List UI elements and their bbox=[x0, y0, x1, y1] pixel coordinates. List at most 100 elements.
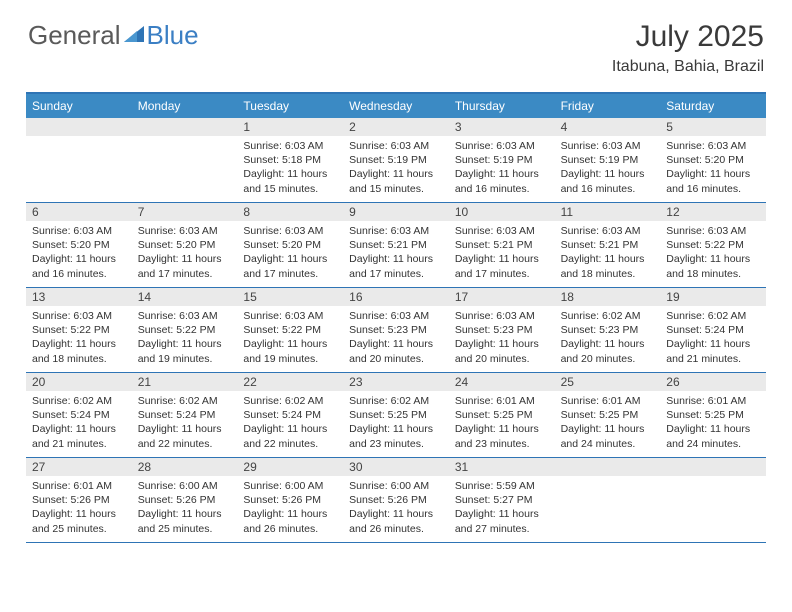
sunrise-text: Sunrise: 6:01 AM bbox=[32, 479, 126, 493]
day-number: 16 bbox=[343, 288, 449, 306]
day-number: 23 bbox=[343, 373, 449, 391]
day-number: 25 bbox=[555, 373, 661, 391]
day-content: Sunrise: 6:03 AMSunset: 5:20 PMDaylight:… bbox=[660, 136, 766, 200]
day-number: 26 bbox=[660, 373, 766, 391]
dow-cell: Sunday bbox=[26, 94, 132, 118]
daylight-text: Daylight: 11 hours and 24 minutes. bbox=[561, 422, 655, 450]
day-number: 6 bbox=[26, 203, 132, 221]
sunrise-text: Sunrise: 6:03 AM bbox=[138, 309, 232, 323]
daylight-text: Daylight: 11 hours and 19 minutes. bbox=[243, 337, 337, 365]
daylight-text: Daylight: 11 hours and 18 minutes. bbox=[32, 337, 126, 365]
day-cell: 17Sunrise: 6:03 AMSunset: 5:23 PMDayligh… bbox=[449, 288, 555, 372]
day-cell bbox=[555, 458, 661, 542]
sunrise-text: Sunrise: 6:03 AM bbox=[455, 224, 549, 238]
sunrise-text: Sunrise: 6:02 AM bbox=[32, 394, 126, 408]
day-content: Sunrise: 6:03 AMSunset: 5:22 PMDaylight:… bbox=[132, 306, 238, 370]
day-number: 8 bbox=[237, 203, 343, 221]
day-cell: 24Sunrise: 6:01 AMSunset: 5:25 PMDayligh… bbox=[449, 373, 555, 457]
day-content: Sunrise: 6:03 AMSunset: 5:23 PMDaylight:… bbox=[449, 306, 555, 370]
week-row: 20Sunrise: 6:02 AMSunset: 5:24 PMDayligh… bbox=[26, 373, 766, 458]
day-cell: 2Sunrise: 6:03 AMSunset: 5:19 PMDaylight… bbox=[343, 118, 449, 202]
day-number: 24 bbox=[449, 373, 555, 391]
sunset-text: Sunset: 5:20 PM bbox=[243, 238, 337, 252]
day-content: Sunrise: 6:03 AMSunset: 5:21 PMDaylight:… bbox=[343, 221, 449, 285]
sunset-text: Sunset: 5:22 PM bbox=[138, 323, 232, 337]
day-cell: 15Sunrise: 6:03 AMSunset: 5:22 PMDayligh… bbox=[237, 288, 343, 372]
day-cell bbox=[26, 118, 132, 202]
sunrise-text: Sunrise: 6:03 AM bbox=[349, 309, 443, 323]
daylight-text: Daylight: 11 hours and 25 minutes. bbox=[32, 507, 126, 535]
day-number: 10 bbox=[449, 203, 555, 221]
day-cell: 1Sunrise: 6:03 AMSunset: 5:18 PMDaylight… bbox=[237, 118, 343, 202]
logo-text-1: General bbox=[28, 20, 121, 51]
sunset-text: Sunset: 5:24 PM bbox=[666, 323, 760, 337]
daylight-text: Daylight: 11 hours and 18 minutes. bbox=[666, 252, 760, 280]
sunrise-text: Sunrise: 6:01 AM bbox=[666, 394, 760, 408]
day-content: Sunrise: 6:03 AMSunset: 5:19 PMDaylight:… bbox=[555, 136, 661, 200]
dow-cell: Thursday bbox=[449, 94, 555, 118]
daylight-text: Daylight: 11 hours and 21 minutes. bbox=[666, 337, 760, 365]
day-cell: 16Sunrise: 6:03 AMSunset: 5:23 PMDayligh… bbox=[343, 288, 449, 372]
daylight-text: Daylight: 11 hours and 16 minutes. bbox=[666, 167, 760, 195]
sunrise-text: Sunrise: 6:01 AM bbox=[561, 394, 655, 408]
week-row: 1Sunrise: 6:03 AMSunset: 5:18 PMDaylight… bbox=[26, 118, 766, 203]
day-cell: 31Sunrise: 5:59 AMSunset: 5:27 PMDayligh… bbox=[449, 458, 555, 542]
day-number: 22 bbox=[237, 373, 343, 391]
day-cell: 9Sunrise: 6:03 AMSunset: 5:21 PMDaylight… bbox=[343, 203, 449, 287]
day-number bbox=[660, 458, 766, 476]
daylight-text: Daylight: 11 hours and 20 minutes. bbox=[561, 337, 655, 365]
day-number: 7 bbox=[132, 203, 238, 221]
daylight-text: Daylight: 11 hours and 21 minutes. bbox=[32, 422, 126, 450]
header: General Blue July 2025 Itabuna, Bahia, B… bbox=[0, 0, 792, 84]
day-cell: 23Sunrise: 6:02 AMSunset: 5:25 PMDayligh… bbox=[343, 373, 449, 457]
daylight-text: Daylight: 11 hours and 26 minutes. bbox=[349, 507, 443, 535]
sunset-text: Sunset: 5:24 PM bbox=[32, 408, 126, 422]
day-content: Sunrise: 6:02 AMSunset: 5:24 PMDaylight:… bbox=[26, 391, 132, 455]
day-cell: 13Sunrise: 6:03 AMSunset: 5:22 PMDayligh… bbox=[26, 288, 132, 372]
daylight-text: Daylight: 11 hours and 24 minutes. bbox=[666, 422, 760, 450]
day-cell: 11Sunrise: 6:03 AMSunset: 5:21 PMDayligh… bbox=[555, 203, 661, 287]
logo-sail-icon bbox=[123, 24, 145, 44]
sunrise-text: Sunrise: 6:01 AM bbox=[455, 394, 549, 408]
dow-cell: Saturday bbox=[660, 94, 766, 118]
dow-cell: Monday bbox=[132, 94, 238, 118]
day-cell: 29Sunrise: 6:00 AMSunset: 5:26 PMDayligh… bbox=[237, 458, 343, 542]
sunset-text: Sunset: 5:20 PM bbox=[666, 153, 760, 167]
sunset-text: Sunset: 5:20 PM bbox=[138, 238, 232, 252]
sunset-text: Sunset: 5:21 PM bbox=[455, 238, 549, 252]
day-number: 17 bbox=[449, 288, 555, 306]
day-content: Sunrise: 6:03 AMSunset: 5:21 PMDaylight:… bbox=[555, 221, 661, 285]
sunrise-text: Sunrise: 6:03 AM bbox=[243, 224, 337, 238]
day-cell: 25Sunrise: 6:01 AMSunset: 5:25 PMDayligh… bbox=[555, 373, 661, 457]
day-cell: 6Sunrise: 6:03 AMSunset: 5:20 PMDaylight… bbox=[26, 203, 132, 287]
day-content: Sunrise: 6:03 AMSunset: 5:22 PMDaylight:… bbox=[26, 306, 132, 370]
day-content: Sunrise: 6:02 AMSunset: 5:24 PMDaylight:… bbox=[660, 306, 766, 370]
sunrise-text: Sunrise: 6:02 AM bbox=[561, 309, 655, 323]
sunrise-text: Sunrise: 6:03 AM bbox=[666, 139, 760, 153]
day-cell: 10Sunrise: 6:03 AMSunset: 5:21 PMDayligh… bbox=[449, 203, 555, 287]
daylight-text: Daylight: 11 hours and 15 minutes. bbox=[349, 167, 443, 195]
day-cell: 4Sunrise: 6:03 AMSunset: 5:19 PMDaylight… bbox=[555, 118, 661, 202]
day-content: Sunrise: 6:02 AMSunset: 5:24 PMDaylight:… bbox=[132, 391, 238, 455]
day-cell: 22Sunrise: 6:02 AMSunset: 5:24 PMDayligh… bbox=[237, 373, 343, 457]
day-cell: 19Sunrise: 6:02 AMSunset: 5:24 PMDayligh… bbox=[660, 288, 766, 372]
day-content: Sunrise: 6:03 AMSunset: 5:20 PMDaylight:… bbox=[237, 221, 343, 285]
sunrise-text: Sunrise: 6:03 AM bbox=[349, 139, 443, 153]
sunset-text: Sunset: 5:23 PM bbox=[455, 323, 549, 337]
daylight-text: Daylight: 11 hours and 16 minutes. bbox=[32, 252, 126, 280]
day-number: 29 bbox=[237, 458, 343, 476]
day-cell: 27Sunrise: 6:01 AMSunset: 5:26 PMDayligh… bbox=[26, 458, 132, 542]
dow-cell: Friday bbox=[555, 94, 661, 118]
day-content: Sunrise: 6:01 AMSunset: 5:26 PMDaylight:… bbox=[26, 476, 132, 540]
day-content: Sunrise: 6:03 AMSunset: 5:19 PMDaylight:… bbox=[449, 136, 555, 200]
daylight-text: Daylight: 11 hours and 25 minutes. bbox=[138, 507, 232, 535]
day-content: Sunrise: 6:03 AMSunset: 5:20 PMDaylight:… bbox=[132, 221, 238, 285]
day-number: 21 bbox=[132, 373, 238, 391]
daylight-text: Daylight: 11 hours and 23 minutes. bbox=[349, 422, 443, 450]
sunrise-text: Sunrise: 6:02 AM bbox=[666, 309, 760, 323]
sunset-text: Sunset: 5:19 PM bbox=[455, 153, 549, 167]
logo-text-2: Blue bbox=[147, 20, 199, 51]
sunset-text: Sunset: 5:20 PM bbox=[32, 238, 126, 252]
sunrise-text: Sunrise: 6:03 AM bbox=[138, 224, 232, 238]
day-number: 31 bbox=[449, 458, 555, 476]
